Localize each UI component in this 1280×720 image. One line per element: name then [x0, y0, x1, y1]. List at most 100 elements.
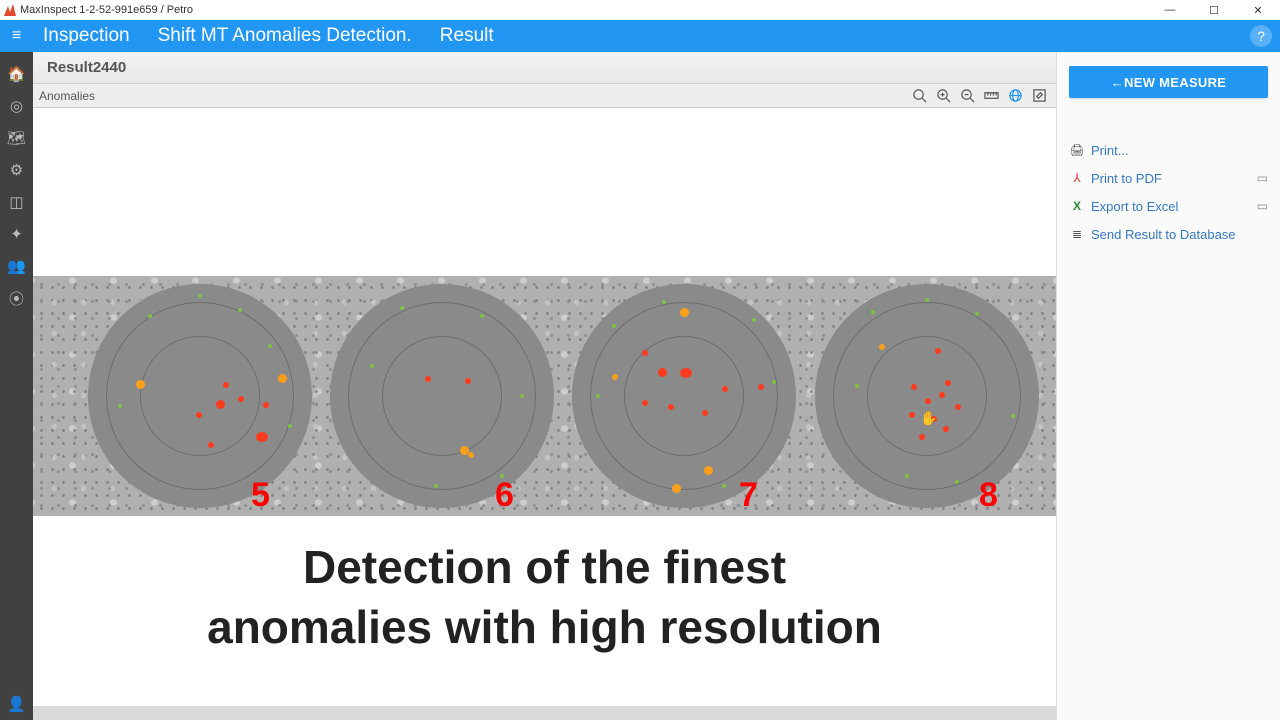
folder-icon[interactable]: ▭: [1257, 171, 1268, 185]
anomaly-dot: [520, 394, 524, 398]
image-viewport[interactable]: 5678 ✋ Detection of the finest anomalies…: [33, 108, 1056, 720]
edit-icon[interactable]: [1028, 85, 1050, 107]
anomaly-dot: [955, 404, 961, 410]
anomaly-dot: [945, 380, 951, 386]
anomaly-dot: [480, 314, 484, 318]
account-icon[interactable]: 👤: [0, 688, 33, 720]
content-area: Result2440 Anomalies 5678: [33, 52, 1056, 720]
tab-inspection[interactable]: Inspection: [33, 20, 148, 52]
anomaly-dot: [612, 324, 616, 328]
anomaly-dot: [772, 380, 776, 384]
wafer-7: [572, 284, 796, 508]
anomaly-dot: [263, 402, 269, 408]
anomaly-dot: [758, 384, 764, 390]
action-label: Export to Excel: [1091, 199, 1178, 214]
anomaly-dot: [596, 394, 600, 398]
database-icon: ≣: [1069, 227, 1085, 241]
globe-icon[interactable]: [1004, 85, 1026, 107]
export-excel-action[interactable]: X Export to Excel ▭: [1069, 192, 1268, 220]
close-button[interactable]: ✕: [1236, 0, 1280, 20]
anomaly-dot: [662, 300, 666, 304]
print-action[interactable]: 🖨 Print...: [1069, 136, 1268, 164]
settings-icon[interactable]: ✦: [0, 218, 33, 250]
anomaly-dot: [642, 350, 648, 356]
wafer-5: [88, 284, 312, 508]
map-icon[interactable]: 🗺: [0, 122, 33, 154]
new-measure-label: NEW MEASURE: [1124, 75, 1226, 90]
users-icon[interactable]: 👥: [0, 250, 33, 282]
anomaly-dot: [1011, 414, 1015, 418]
anomalies-toolbar: Anomalies: [33, 84, 1056, 108]
anomaly-dot: [400, 306, 404, 310]
anomaly-dot: [468, 452, 474, 458]
scan-strip: 5678: [33, 276, 1056, 516]
anomaly-dot: [278, 374, 287, 383]
anomaly-dot: [722, 484, 726, 488]
send-database-action[interactable]: ≣ Send Result to Database: [1069, 220, 1268, 248]
right-panel: ← NEW MEASURE 🖨 Print... ⅄ Print to PDF …: [1056, 52, 1280, 720]
action-label: Send Result to Database: [1091, 227, 1236, 242]
anomaly-dot: [939, 392, 945, 398]
anomaly-dot: [196, 412, 202, 418]
wafer-8: [815, 284, 1039, 508]
printer-icon: 🖨: [1069, 143, 1085, 157]
anomaly-dot: [642, 400, 648, 406]
wafer-6: [330, 284, 554, 508]
new-measure-button[interactable]: ← NEW MEASURE: [1069, 66, 1268, 98]
minimize-button[interactable]: —: [1148, 0, 1192, 20]
anomaly-dot: [118, 404, 122, 408]
support-icon[interactable]: ⦿: [0, 282, 33, 314]
anomaly-dot: [855, 384, 859, 388]
anomaly-dot: [955, 480, 959, 484]
wafer-label: 7: [739, 476, 758, 520]
print-pdf-action[interactable]: ⅄ Print to PDF ▭: [1069, 164, 1268, 192]
zoom-out-icon[interactable]: [956, 85, 978, 107]
action-label: Print...: [1091, 143, 1129, 158]
anomaly-dot: [925, 398, 931, 404]
app-logo-icon: [4, 4, 16, 16]
maximize-button[interactable]: ☐: [1192, 0, 1236, 20]
target-icon[interactable]: ◎: [0, 90, 33, 122]
anomaly-dot: [905, 474, 909, 478]
anomaly-dot: [722, 386, 728, 392]
anomaly-dot: [752, 318, 756, 322]
anomaly-dot: [434, 484, 438, 488]
anomaly-dot: [136, 380, 145, 389]
window-title: MaxInspect 1-2-52-991e659 / Petro: [20, 4, 193, 16]
anomaly-dot: [268, 344, 272, 348]
zoom-reset-icon[interactable]: [908, 85, 930, 107]
anomalies-label: Anomalies: [39, 89, 95, 103]
tab-label: Shift MT Anomalies Detection.: [158, 25, 412, 47]
anomaly-dot: [223, 382, 229, 388]
anomaly-dot: [975, 312, 979, 316]
home-icon[interactable]: 🏠: [0, 58, 33, 90]
zoom-in-icon[interactable]: [932, 85, 954, 107]
anomaly-dot: [208, 442, 214, 448]
anomaly-dot: [658, 368, 667, 377]
top-tab-bar: ≡ Inspection Shift MT Anomalies Detectio…: [0, 20, 1280, 52]
wafer-label: 8: [979, 476, 998, 520]
anomaly-dot: [925, 298, 929, 302]
anomaly-dot: [704, 466, 713, 475]
layers-icon[interactable]: ◫: [0, 186, 33, 218]
wafer-label: 6: [495, 476, 514, 520]
anomaly-dot: [702, 410, 708, 416]
anomaly-dot: [238, 308, 242, 312]
tab-shift-mt[interactable]: Shift MT Anomalies Detection.: [148, 20, 430, 52]
help-button[interactable]: ?: [1250, 25, 1272, 47]
tab-result[interactable]: Result: [430, 20, 512, 52]
folder-icon[interactable]: ▭: [1257, 199, 1268, 213]
tab-label: Inspection: [43, 25, 130, 47]
anomaly-dot: [216, 400, 225, 409]
ruler-icon[interactable]: [980, 85, 1002, 107]
anomaly-dot: [612, 374, 618, 380]
sliders-icon[interactable]: ⚙: [0, 154, 33, 186]
anomaly-dot: [931, 416, 937, 422]
anomaly-dot: [148, 314, 152, 318]
pdf-icon: ⅄: [1069, 171, 1085, 185]
left-sidebar: 🏠 ◎ 🗺 ⚙ ◫ ✦ 👥 ⦿ 👤: [0, 52, 33, 720]
horizontal-scrollbar[interactable]: [33, 706, 1056, 720]
hamburger-menu-button[interactable]: ≡: [0, 20, 33, 52]
anomaly-dot: [198, 294, 202, 298]
action-label: Print to PDF: [1091, 171, 1162, 186]
